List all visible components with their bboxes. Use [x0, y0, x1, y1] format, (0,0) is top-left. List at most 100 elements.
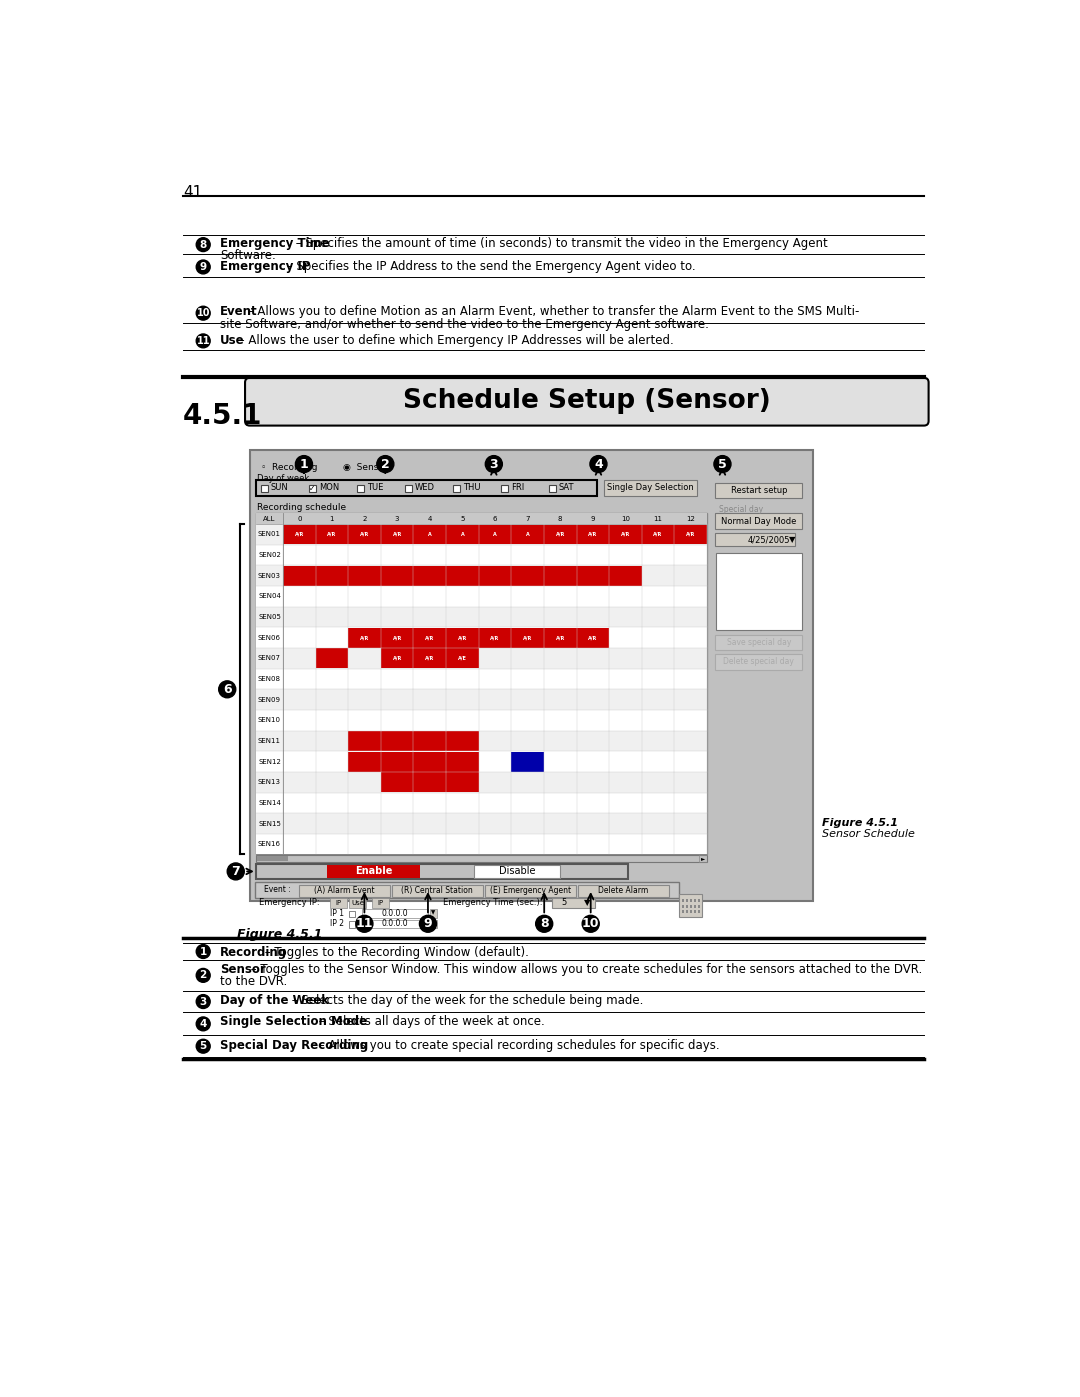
- FancyBboxPatch shape: [716, 553, 801, 630]
- Circle shape: [197, 968, 211, 982]
- Text: – Selects all days of the week at once.: – Selects all days of the week at once.: [314, 1016, 544, 1028]
- Text: 4/25/2005: 4/25/2005: [747, 535, 789, 543]
- FancyBboxPatch shape: [249, 450, 813, 901]
- FancyBboxPatch shape: [256, 813, 707, 834]
- Text: SEN03: SEN03: [258, 573, 281, 578]
- Text: Single Selection Mode: Single Selection Mode: [220, 1016, 367, 1028]
- FancyBboxPatch shape: [686, 909, 688, 914]
- Text: Emergency Time (sec.):: Emergency Time (sec.):: [444, 898, 543, 907]
- FancyBboxPatch shape: [430, 909, 437, 918]
- Text: 11: 11: [653, 515, 662, 521]
- FancyBboxPatch shape: [690, 900, 692, 902]
- Text: 3: 3: [489, 458, 498, 471]
- Text: IP: IP: [378, 900, 383, 905]
- Text: SUN: SUN: [271, 483, 288, 493]
- FancyBboxPatch shape: [299, 884, 390, 897]
- FancyBboxPatch shape: [329, 898, 347, 908]
- Text: Event :: Event :: [264, 886, 291, 894]
- FancyBboxPatch shape: [256, 855, 707, 862]
- Text: SEN05: SEN05: [258, 615, 281, 620]
- FancyBboxPatch shape: [256, 792, 707, 813]
- FancyBboxPatch shape: [392, 884, 483, 897]
- FancyBboxPatch shape: [686, 904, 688, 908]
- Text: 10: 10: [621, 515, 630, 521]
- Text: ALL: ALL: [264, 515, 275, 521]
- FancyBboxPatch shape: [256, 513, 707, 524]
- FancyBboxPatch shape: [256, 863, 627, 879]
- FancyBboxPatch shape: [256, 773, 707, 792]
- Text: SEN16: SEN16: [258, 841, 281, 847]
- Text: SEN02: SEN02: [258, 552, 281, 559]
- Text: 6: 6: [222, 683, 231, 696]
- Text: 10: 10: [197, 309, 210, 319]
- FancyBboxPatch shape: [604, 481, 697, 496]
- FancyBboxPatch shape: [698, 904, 700, 908]
- Text: 1: 1: [299, 458, 308, 471]
- Text: SEN11: SEN11: [258, 738, 281, 745]
- FancyBboxPatch shape: [283, 524, 707, 545]
- FancyBboxPatch shape: [381, 648, 478, 668]
- Text: A: A: [460, 532, 464, 536]
- Text: ▼: ▼: [431, 911, 435, 915]
- Text: 4: 4: [200, 1018, 207, 1028]
- Text: Sensor: Sensor: [220, 963, 266, 977]
- Text: 41: 41: [183, 184, 202, 200]
- Text: SEN12: SEN12: [258, 759, 281, 764]
- Text: 9: 9: [591, 515, 595, 521]
- Text: A/R: A/R: [426, 636, 434, 640]
- Text: 5: 5: [718, 458, 727, 471]
- FancyBboxPatch shape: [698, 909, 700, 914]
- Circle shape: [197, 1039, 211, 1053]
- FancyBboxPatch shape: [256, 587, 707, 606]
- Text: ►: ►: [701, 856, 705, 861]
- Text: (A) Alarm Event: (A) Alarm Event: [314, 886, 375, 895]
- Text: A/R: A/R: [555, 532, 565, 536]
- Text: Event: Event: [220, 306, 258, 319]
- Text: (E) Emergency Agent: (E) Emergency Agent: [489, 886, 571, 895]
- Text: 4: 4: [594, 458, 603, 471]
- Circle shape: [197, 995, 211, 1009]
- FancyBboxPatch shape: [348, 627, 609, 648]
- Circle shape: [197, 260, 211, 274]
- Text: Figure 4.5.1: Figure 4.5.1: [823, 819, 899, 828]
- Text: SAT: SAT: [559, 483, 575, 493]
- Circle shape: [197, 237, 211, 251]
- FancyBboxPatch shape: [715, 513, 802, 529]
- FancyBboxPatch shape: [715, 654, 802, 669]
- FancyBboxPatch shape: [474, 865, 559, 877]
- Text: Save special day: Save special day: [727, 638, 791, 647]
- Text: – Allows the user to define which Emergency IP Addresses will be alerted.: – Allows the user to define which Emerge…: [234, 334, 674, 346]
- FancyBboxPatch shape: [256, 731, 707, 752]
- Text: – Specifies the IP Address to the send the Emergency Agent video to.: – Specifies the IP Address to the send t…: [283, 260, 696, 272]
- FancyBboxPatch shape: [315, 648, 348, 668]
- Text: Disable: Disable: [499, 866, 536, 876]
- FancyBboxPatch shape: [256, 513, 707, 855]
- Text: SEN04: SEN04: [258, 594, 281, 599]
- Text: A/R: A/R: [426, 655, 434, 661]
- FancyBboxPatch shape: [349, 922, 355, 928]
- Text: A/R: A/R: [458, 636, 467, 640]
- Text: 7: 7: [525, 515, 530, 521]
- Text: SEN15: SEN15: [258, 820, 281, 827]
- Text: A/R: A/R: [295, 532, 303, 536]
- Text: site Software, and/or whether to send the video to the Emergency Agent software.: site Software, and/or whether to send th…: [220, 317, 710, 331]
- Text: Day of week: Day of week: [257, 474, 310, 483]
- FancyBboxPatch shape: [256, 545, 707, 566]
- Text: A/R: A/R: [490, 636, 500, 640]
- Text: ▼: ▼: [431, 921, 435, 926]
- FancyBboxPatch shape: [501, 485, 508, 492]
- Text: Special Day Recording: Special Day Recording: [220, 1038, 368, 1052]
- Text: 3: 3: [395, 515, 400, 521]
- Text: 9: 9: [423, 918, 432, 930]
- Text: Sensor Schedule: Sensor Schedule: [823, 828, 916, 840]
- FancyBboxPatch shape: [349, 898, 366, 908]
- FancyBboxPatch shape: [255, 882, 679, 898]
- FancyBboxPatch shape: [245, 377, 929, 426]
- Text: A/R: A/R: [392, 532, 402, 536]
- Text: ✓: ✓: [309, 483, 315, 493]
- Text: Delete special day: Delete special day: [724, 658, 794, 666]
- FancyBboxPatch shape: [348, 752, 478, 771]
- FancyBboxPatch shape: [256, 689, 707, 710]
- Text: Software.: Software.: [220, 249, 276, 263]
- FancyBboxPatch shape: [327, 865, 420, 877]
